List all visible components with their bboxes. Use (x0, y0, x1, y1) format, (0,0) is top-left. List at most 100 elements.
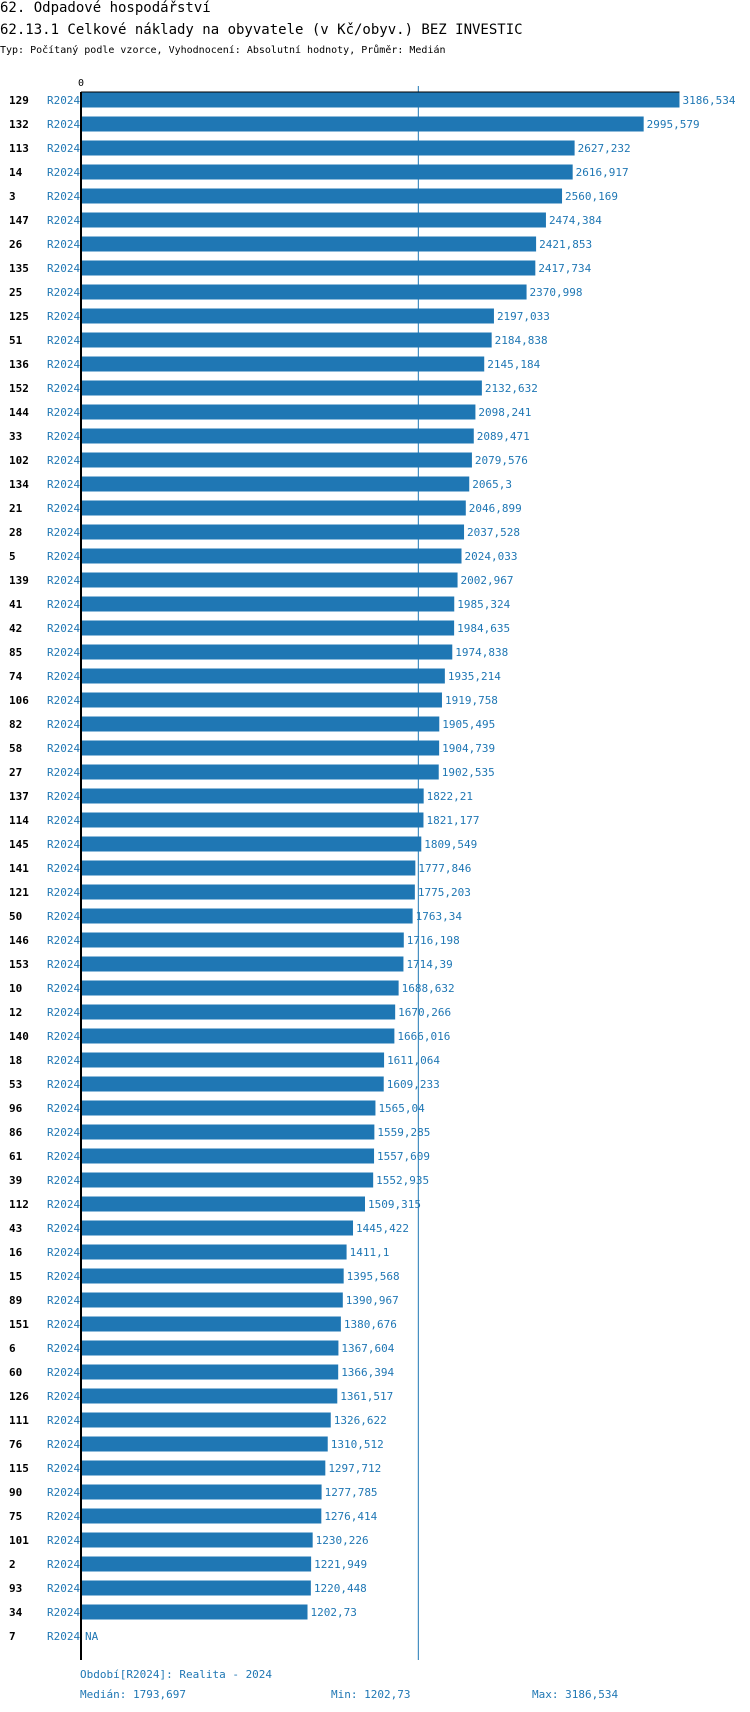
bar (82, 692, 442, 708)
value-label: 1380,676 (344, 1318, 397, 1331)
value-label: 1509,315 (368, 1198, 421, 1211)
category-label: 132 (9, 118, 29, 131)
period-label: R2024 (47, 766, 80, 779)
value-label: 1411,1 (350, 1246, 390, 1259)
value-label: 2132,632 (485, 382, 538, 395)
bar (82, 1004, 396, 1020)
category-label: 61 (9, 1150, 23, 1163)
period-label: R2024 (47, 142, 80, 155)
value-label: 1276,414 (324, 1510, 377, 1523)
category-label: 51 (9, 334, 23, 347)
period-label: R2024 (47, 1198, 80, 1211)
category-label: 90 (9, 1486, 22, 1499)
period-label: R2024 (47, 1030, 80, 1043)
value-label: 1984,635 (457, 622, 510, 635)
period-label: R2024 (47, 1462, 80, 1475)
category-label: 3 (9, 190, 16, 203)
bar (82, 1556, 312, 1572)
period-label: R2024 (47, 526, 80, 539)
category-label: 126 (9, 1390, 29, 1403)
value-label: 1822,21 (427, 790, 473, 803)
period-label: R2024 (47, 574, 80, 587)
period-label: R2024 (47, 1414, 80, 1427)
value-label: 1230,226 (316, 1534, 369, 1547)
value-label: 2184,838 (495, 334, 548, 347)
category-label: 89 (9, 1294, 22, 1307)
bar (82, 644, 453, 660)
value-label: 1202,73 (311, 1606, 357, 1619)
footer-period: Období[R2024]: Realita - 2024 (80, 1668, 272, 1681)
footer-min: Min: 1202,73 (331, 1688, 410, 1701)
bar (82, 428, 474, 444)
bar (82, 1340, 339, 1356)
bar (82, 92, 680, 108)
bar (82, 1532, 313, 1548)
bar (82, 356, 485, 372)
value-label: 1326,622 (334, 1414, 387, 1427)
period-label: R2024 (47, 622, 80, 635)
bar (82, 452, 472, 468)
category-label: 141 (9, 862, 29, 875)
bar (82, 1604, 308, 1620)
period-label: R2024 (47, 694, 80, 707)
category-label: 93 (9, 1582, 22, 1595)
period-label: R2024 (47, 1318, 80, 1331)
category-label: 28 (9, 526, 22, 539)
category-label: 15 (9, 1270, 22, 1283)
category-label: 16 (9, 1246, 23, 1259)
period-label: R2024 (47, 838, 80, 851)
category-label: 33 (9, 430, 22, 443)
period-label: R2024 (47, 190, 80, 203)
period-label: R2024 (47, 1126, 80, 1139)
zero-tick-label: 0 (78, 78, 84, 89)
bar (82, 260, 536, 276)
category-label: 39 (9, 1174, 22, 1187)
bar (82, 548, 462, 564)
chart-title: 62.13.1 Celkové náklady na obyvatele (v … (0, 22, 523, 38)
value-label: 1390,967 (346, 1294, 399, 1307)
period-label: R2024 (47, 1174, 80, 1187)
period-label: R2024 (47, 334, 80, 347)
period-label: R2024 (47, 886, 80, 899)
value-label: 1565,04 (378, 1102, 425, 1115)
period-label: R2024 (47, 1054, 80, 1067)
category-label: 10 (9, 982, 22, 995)
period-label: R2024 (47, 94, 80, 107)
bar (82, 1460, 326, 1476)
bar (82, 1508, 322, 1524)
bar (82, 1292, 343, 1308)
period-label: R2024 (47, 1438, 80, 1451)
value-label: 1310,512 (331, 1438, 384, 1451)
period-label: R2024 (47, 1102, 80, 1115)
period-label: R2024 (47, 502, 80, 515)
value-label: 2474,384 (549, 214, 602, 227)
period-label: R2024 (47, 742, 80, 755)
bar (82, 596, 455, 612)
bar (82, 572, 458, 588)
category-label: 121 (9, 886, 29, 899)
value-label: 2046,899 (469, 502, 522, 515)
period-label: R2024 (47, 550, 80, 563)
value-label: 3186,534 (682, 94, 735, 107)
category-label: 102 (9, 454, 29, 467)
category-label: 5 (9, 550, 16, 563)
period-label: R2024 (47, 406, 80, 419)
period-label: R2024 (47, 1606, 80, 1619)
value-label: 1775,203 (418, 886, 471, 899)
value-label: 1221,949 (314, 1558, 367, 1571)
bar (82, 812, 424, 828)
value-label: 1777,846 (418, 862, 471, 875)
category-label: 58 (9, 742, 22, 755)
category-label: 85 (9, 646, 22, 659)
category-label: 86 (9, 1126, 23, 1139)
period-label: R2024 (47, 670, 80, 683)
value-label: 2079,576 (475, 454, 528, 467)
category-label: 135 (9, 262, 29, 275)
category-label: 140 (9, 1030, 29, 1043)
bar (82, 740, 440, 756)
bar (82, 1220, 354, 1236)
category-label: 106 (9, 694, 29, 707)
value-label: 1919,758 (445, 694, 498, 707)
bar (82, 1100, 376, 1116)
